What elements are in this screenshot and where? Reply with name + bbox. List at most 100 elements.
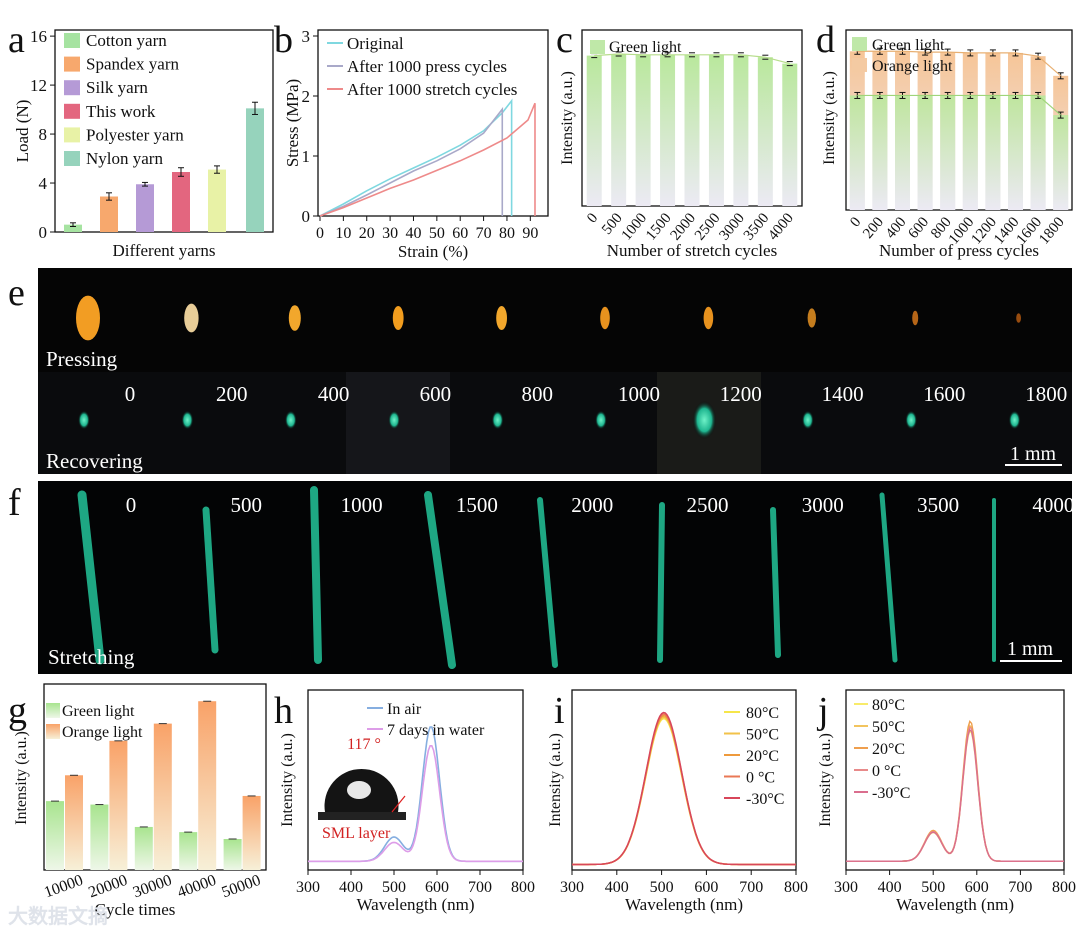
bar-g-green	[46, 801, 64, 870]
bar-g-orange	[109, 740, 128, 870]
luminescent-fiber	[310, 486, 322, 664]
xtick-label-d: 200	[860, 214, 887, 242]
count-label-f: 1500	[456, 493, 498, 517]
luminescent-spot-cyan	[801, 410, 814, 430]
xtick-label-j: 300	[834, 879, 858, 896]
bar-c	[782, 63, 798, 206]
xtick-label-c: 1500	[643, 210, 675, 243]
legend-label-a: Cotton yarn	[86, 31, 167, 50]
ylabel-g: Intensity (a.u.)	[13, 731, 30, 825]
luminescent-fiber	[657, 502, 665, 663]
xtick-label-i: 300	[560, 879, 584, 896]
legend-label-a: This work	[86, 102, 156, 121]
photo-strip-e-bottom	[38, 372, 1072, 474]
luminescent-spot-orange	[807, 308, 816, 328]
xtick-label-g: 40000	[175, 872, 218, 902]
bar-d-green	[940, 95, 956, 210]
bar-d-green	[895, 95, 910, 210]
bar-c	[733, 54, 749, 206]
ytick-label-a: 8	[39, 125, 48, 144]
luminescent-spot-cyan	[692, 400, 717, 440]
xtick-label-b: 50	[429, 225, 445, 242]
legend-label-i: -30°C	[746, 791, 784, 808]
count-label-e: 400	[318, 382, 350, 406]
legend-label-a: Polyester yarn	[86, 125, 184, 144]
xtick-label-j: 400	[878, 879, 902, 896]
bar-a	[208, 169, 226, 232]
count-label-e: 1800	[1025, 382, 1067, 406]
xtick-label-g: 50000	[220, 872, 263, 902]
scale-label-f: 1 mm	[1007, 638, 1054, 660]
panel-letter-c: c	[556, 19, 573, 61]
xlabel-c: Number of stretch cycles	[607, 241, 777, 260]
legend-swatch-a	[64, 127, 80, 143]
xlabel-i: Wavelength (nm)	[625, 895, 743, 914]
legend-label-c: Green light	[609, 39, 682, 56]
bar-d-green	[985, 95, 1001, 210]
panel-letter-g: g	[8, 690, 27, 732]
xtick-label-h: 300	[296, 879, 320, 896]
panel-letter-f: f	[8, 482, 21, 524]
sml-layer-label: SML layer	[322, 825, 391, 842]
bar-a	[172, 172, 190, 232]
luminescent-fiber	[202, 506, 219, 654]
bar-c	[611, 54, 627, 206]
xtick-label-i: 400	[605, 879, 629, 896]
xtick-label-j: 600	[965, 879, 989, 896]
xlabel-g: Cycle times	[95, 900, 176, 919]
luminescent-fiber	[424, 491, 456, 669]
xtick-label-b: 70	[476, 225, 492, 242]
xtick-label-b: 30	[382, 225, 398, 242]
xtick-label-b: 20	[359, 225, 375, 242]
watermark: 大数据文摘	[8, 904, 108, 928]
count-label-e: 600	[420, 382, 452, 406]
xtick-label-j: 700	[1008, 879, 1032, 896]
bar-c	[660, 54, 676, 206]
xtick-label-i: 500	[650, 879, 674, 896]
panel-letter-h: h	[274, 690, 293, 732]
trend-line-c	[594, 53, 790, 65]
legend-label-g: Orange light	[62, 724, 143, 741]
legend-label-j: 50°C	[872, 719, 905, 736]
luminescent-spot-orange	[703, 306, 714, 330]
label-stretching: Stretching	[48, 645, 135, 669]
ytick-label-a: 4	[39, 174, 48, 193]
xtick-label-i: 700	[739, 879, 763, 896]
legend-label-h: 7 days in water	[387, 722, 485, 739]
luminescent-spot-orange	[288, 305, 301, 331]
xtick-label-b: 10	[335, 225, 351, 242]
panel-letter-d: d	[816, 19, 835, 61]
bar-g-orange	[153, 723, 172, 870]
legend-label-i: 20°C	[746, 748, 779, 765]
xlabel-a: Different yarns	[112, 241, 215, 260]
ytick-label-a: 12	[30, 76, 47, 95]
panel-letter-i: i	[554, 690, 565, 732]
bar-g-green	[90, 804, 109, 870]
ytick-label-b: 1	[302, 147, 311, 166]
xtick-label-b: 60	[452, 225, 468, 242]
panel-letter-a: a	[8, 19, 25, 61]
xtick-label-c: 4000	[765, 210, 797, 243]
legend-label-b: Original	[347, 34, 404, 53]
axes-j	[845, 689, 1065, 871]
bar-c	[635, 54, 651, 206]
legend-label-i: 80°C	[746, 705, 779, 722]
legend-swatch-d	[852, 58, 867, 72]
xtick-label-b: 90	[522, 225, 538, 242]
ylabel-c: Intensity (a.u.)	[559, 71, 576, 165]
bar-c	[684, 54, 700, 206]
bar-c	[708, 54, 724, 206]
count-label-f: 3000	[802, 493, 844, 517]
count-label-e: 200	[216, 382, 248, 406]
trend-line-d-green	[857, 94, 1062, 116]
spectrum-line-j	[846, 728, 1064, 862]
substrate	[318, 812, 406, 820]
legend-swatch-a	[64, 103, 80, 119]
legend-label-j: 80°C	[872, 697, 905, 714]
bar-d-green	[849, 95, 865, 210]
ytick-label-a: 16	[30, 27, 47, 46]
count-label-f: 1000	[341, 493, 383, 517]
luminescent-spot-orange	[392, 306, 404, 330]
legend-label-i: 50°C	[746, 727, 779, 744]
